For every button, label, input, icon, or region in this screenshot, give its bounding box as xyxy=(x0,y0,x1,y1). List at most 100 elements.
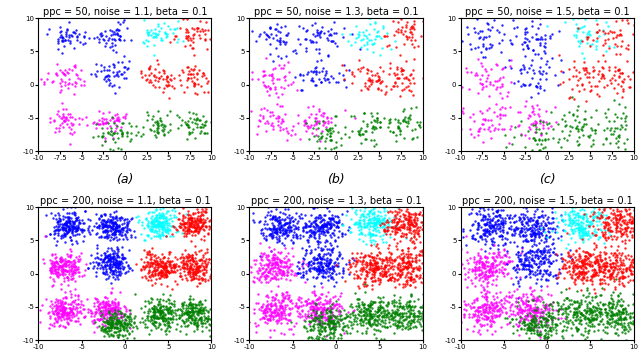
Point xyxy=(199,264,209,270)
Point xyxy=(547,228,557,234)
Point xyxy=(349,73,359,79)
Point xyxy=(563,222,573,228)
Point xyxy=(579,200,589,206)
Point xyxy=(94,305,104,311)
Point xyxy=(144,268,154,274)
Point xyxy=(154,261,164,267)
Point xyxy=(50,308,60,314)
Point xyxy=(536,313,546,319)
Point xyxy=(381,303,391,308)
Point xyxy=(393,266,403,272)
Point xyxy=(285,298,295,303)
Point xyxy=(521,236,531,241)
Point xyxy=(370,20,380,26)
Point xyxy=(623,46,634,52)
Point xyxy=(309,224,319,230)
Point xyxy=(502,93,512,99)
Point xyxy=(154,228,164,233)
Point xyxy=(486,315,497,321)
Point xyxy=(188,66,198,71)
Point xyxy=(528,293,538,299)
Point xyxy=(155,321,165,327)
Point xyxy=(174,263,184,269)
Point xyxy=(340,231,350,236)
Point xyxy=(267,294,277,300)
Point xyxy=(310,313,321,319)
Point xyxy=(115,319,125,325)
Point xyxy=(458,226,468,232)
Point xyxy=(260,254,271,260)
Point xyxy=(185,293,195,299)
Point xyxy=(55,264,65,270)
Point xyxy=(184,71,195,77)
Point xyxy=(382,307,392,313)
Point xyxy=(186,220,196,226)
Point xyxy=(73,293,83,299)
Point xyxy=(588,232,598,238)
Point xyxy=(561,295,571,300)
Point xyxy=(589,231,599,237)
Point xyxy=(123,220,133,226)
Point xyxy=(371,215,381,221)
Point xyxy=(580,260,591,266)
Point xyxy=(77,273,88,279)
Point xyxy=(262,308,273,313)
Point xyxy=(94,225,104,231)
Point xyxy=(618,306,628,311)
Point xyxy=(200,130,210,136)
Point xyxy=(612,321,623,327)
Point xyxy=(515,314,525,320)
Point xyxy=(314,259,324,265)
Point xyxy=(385,116,395,122)
Point xyxy=(67,122,77,128)
Point xyxy=(110,305,120,311)
Point xyxy=(532,329,543,334)
Point xyxy=(64,271,74,277)
Point xyxy=(326,320,336,326)
Point xyxy=(618,79,628,85)
Point xyxy=(106,320,116,325)
Point xyxy=(57,70,67,75)
Point xyxy=(160,228,170,234)
Point xyxy=(68,220,79,226)
Point xyxy=(192,221,202,227)
Point xyxy=(477,261,488,266)
Point xyxy=(362,307,372,313)
Point xyxy=(159,318,170,324)
Point xyxy=(107,264,117,270)
Point xyxy=(548,326,558,332)
Point xyxy=(487,217,497,223)
Point xyxy=(184,219,194,225)
Point xyxy=(103,321,113,327)
Point xyxy=(550,227,560,232)
Point xyxy=(578,230,588,235)
Point xyxy=(109,300,120,306)
Point xyxy=(93,305,104,311)
Point xyxy=(616,315,626,320)
Point xyxy=(514,258,524,264)
Point xyxy=(300,252,310,258)
Point xyxy=(57,269,67,274)
Point xyxy=(591,229,601,235)
Point xyxy=(476,81,486,87)
Point xyxy=(531,243,541,248)
Point xyxy=(308,306,319,312)
Point xyxy=(114,228,124,234)
Point xyxy=(613,81,623,87)
Point xyxy=(100,308,110,314)
Point xyxy=(59,117,69,123)
Point xyxy=(64,210,74,216)
Point xyxy=(315,313,325,319)
Point xyxy=(330,259,340,265)
Point xyxy=(180,211,191,217)
Point xyxy=(84,231,95,237)
Point xyxy=(60,275,70,281)
Point xyxy=(100,254,111,260)
Point xyxy=(142,117,152,122)
Point xyxy=(91,260,101,265)
Point xyxy=(419,225,429,231)
Point xyxy=(370,216,380,222)
Point xyxy=(65,289,76,294)
Point xyxy=(281,260,291,266)
Point xyxy=(502,299,513,304)
